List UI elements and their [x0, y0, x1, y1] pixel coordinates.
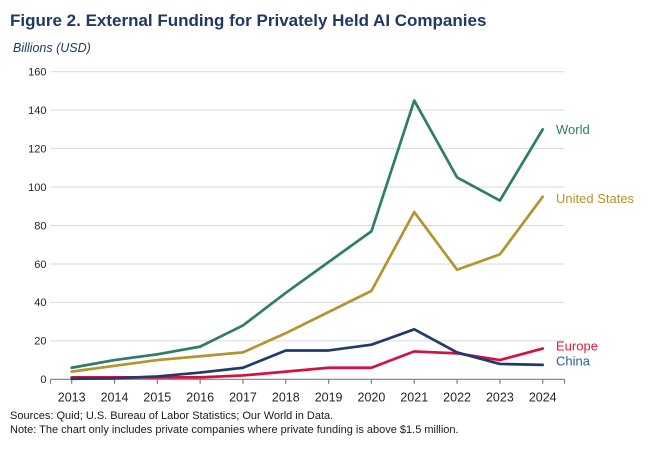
- series-line-united-states: [70, 195, 545, 373]
- x-tick-label: 2016: [186, 391, 214, 405]
- x-tick-label: 2018: [272, 391, 300, 405]
- y-tick-label: 80: [34, 220, 46, 232]
- series-label-china: China: [556, 353, 591, 368]
- x-tick-label: 2013: [58, 391, 86, 405]
- x-tick-label: 2023: [486, 391, 514, 405]
- y-tick-label: 100: [28, 182, 46, 194]
- sources-line: Sources: Quid; U.S. Bureau of Labor Stat…: [10, 410, 334, 422]
- y-tick-label: 160: [28, 67, 46, 79]
- x-tick-label: 2024: [529, 391, 557, 405]
- y-tick-label: 120: [28, 143, 46, 155]
- x-tick-label: 2020: [358, 391, 386, 405]
- series-line-world: [70, 99, 545, 370]
- y-tick-label: 60: [34, 259, 46, 271]
- note-line: Note: The chart only includes private co…: [10, 424, 459, 436]
- chart-footer: Sources: Quid; U.S. Bureau of Labor Stat…: [10, 409, 650, 437]
- x-tick-label: 2022: [443, 391, 471, 405]
- y-tick-label: 20: [34, 336, 46, 348]
- y-tick-label: 140: [28, 105, 46, 117]
- y-axis-unit-label: Billions (USD): [13, 41, 91, 55]
- y-tick-label: 0: [40, 374, 46, 386]
- x-tick-label: 2015: [143, 391, 171, 405]
- series-label-europe: Europe: [556, 339, 598, 354]
- y-tick-label: 40: [34, 297, 46, 309]
- series-label-world: World: [556, 122, 590, 137]
- series-line-china: [70, 327, 545, 381]
- figure-title: Figure 2. External Funding for Privately…: [10, 11, 487, 30]
- x-tick-label: 2021: [400, 391, 428, 405]
- x-tick-label: 2014: [101, 391, 129, 405]
- series-label-united-states: United States: [556, 191, 635, 206]
- x-tick-label: 2017: [229, 391, 257, 405]
- x-tick-label: 2019: [315, 391, 343, 405]
